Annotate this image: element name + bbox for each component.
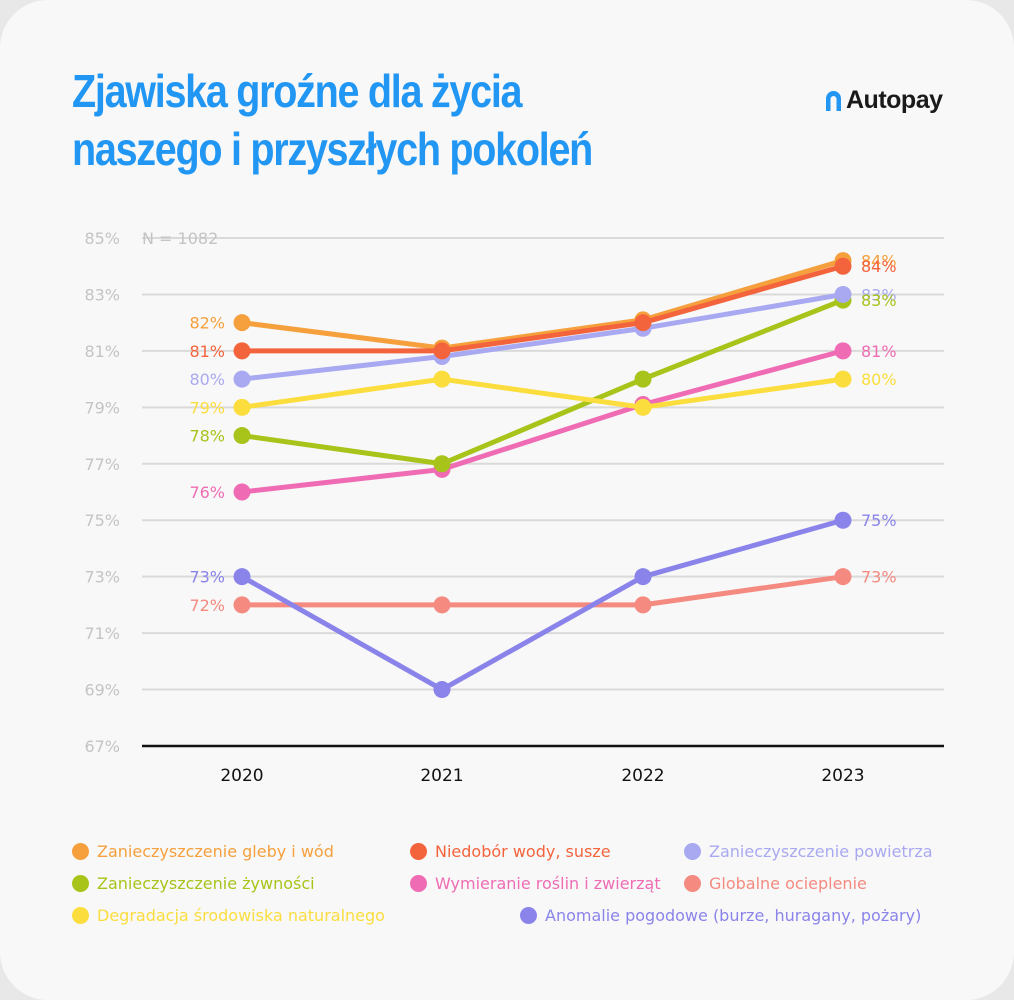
data-point [834,285,852,303]
data-point [233,314,251,332]
chart-legend: Zanieczyszczenie gleby i wód Niedobór wod… [72,842,972,942]
legend-label: Zanieczyszczenie żywności [97,874,315,893]
legend-item: Globalne ocieplenie [684,874,867,893]
legend-label: Anomalie pogodowe (burze, huragany, poża… [545,906,922,925]
start-value-label: 81% [189,342,225,361]
data-point [433,455,451,473]
x-tick-label: 2021 [420,766,463,786]
y-tick-label: 69% [84,681,120,700]
data-point [634,568,652,586]
data-point [634,596,652,614]
data-point [634,370,652,388]
series-line-group [233,568,852,614]
legend-item: Anomalie pogodowe (burze, huragany, poża… [520,906,921,925]
series-line-group [233,257,852,360]
end-value-label: 75% [861,511,897,530]
series-line [239,297,846,467]
y-tick-label: 79% [84,398,120,417]
data-point [834,342,852,360]
legend-swatch [72,907,89,924]
legend-label: Globalne ocieplenie [709,874,867,893]
end-value-label: 73% [861,568,897,587]
y-tick-label: 77% [84,455,120,474]
data-point [233,427,251,445]
series-line-group [233,370,852,416]
legend-label: Zanieczyszczenie powietrza [709,842,933,861]
y-tick-label: 71% [84,624,120,643]
x-tick-label: 2020 [220,766,263,786]
brand-name: Autopay [846,86,943,114]
data-point [433,342,451,360]
legend-label: Zanieczyszczenie gleby i wód [97,842,334,861]
legend-swatch [410,875,427,892]
y-tick-label: 81% [84,342,120,361]
chart-title: Zjawiska groźne dla życia naszego i przy… [72,65,593,175]
start-value-label: 73% [189,568,225,587]
legend-label: Degradacja środowiska naturalnego [97,906,385,925]
end-value-label: 83% [861,285,897,304]
series-line [239,291,846,382]
data-point [233,483,251,501]
series-line [239,574,846,608]
end-value-label: 83% [861,291,897,310]
data-point [834,257,852,275]
legend-item: Niedobór wody, susze [410,842,611,861]
end-value-label: 80% [861,370,897,389]
series-line [239,348,846,495]
data-point [233,342,251,360]
data-point [433,681,451,699]
start-value-label: 80% [189,370,225,389]
data-point [233,596,251,614]
legend-item: Zanieczyszczenie gleby i wód [72,842,334,861]
data-point [433,370,451,388]
end-value-label: 84% [861,257,897,276]
legend-swatch [72,843,89,860]
start-value-label: 82% [189,314,225,333]
series-line-group [233,291,852,473]
legend-swatch [684,843,701,860]
legend-item: Zanieczyszczenie żywności [72,874,315,893]
data-point [834,370,852,388]
data-point [233,370,251,388]
legend-item: Degradacja środowiska naturalnego [72,906,385,925]
start-value-label: 78% [189,427,225,446]
start-value-label: 76% [189,483,225,502]
line-chart: 67% 69% 71% 73% 75% 77% 79% 81% 83% 85% N = 1082 20… [84,229,944,786]
series-line [239,263,846,354]
legend-swatch [72,875,89,892]
sample-size-annotation: N = 1082 [142,229,218,248]
data-point [433,596,451,614]
series-line [239,258,846,351]
end-value-label: 84% [861,252,897,271]
y-tick-label: 67% [84,737,120,756]
series-line [239,517,846,693]
legend-swatch [520,907,537,924]
legend-item: Zanieczyszczenie powietrza [684,842,933,861]
y-tick-label: 75% [84,511,120,530]
start-value-label: 72% [189,596,225,615]
legend-label: Wymieranie roślin i zwierząt [435,874,661,893]
series-line [239,376,846,410]
data-point [233,398,251,416]
data-point [834,511,852,529]
end-value-label: 81% [861,342,897,361]
y-tick-label: 83% [84,285,120,304]
y-tick-label: 73% [84,568,120,587]
x-tick-label: 2023 [821,766,864,786]
data-point [634,398,652,416]
legend-swatch [410,843,427,860]
legend-label: Niedobór wody, susze [435,842,611,861]
x-tick-label: 2022 [621,766,664,786]
data-point [634,314,652,332]
y-tick-label: 85% [84,229,120,248]
brand-logo: Autopay [826,86,943,115]
data-point [834,568,852,586]
legend-swatch [684,875,701,892]
start-value-label: 79% [189,398,225,417]
autopay-logo-icon [826,90,841,111]
legend-item: Wymieranie roślin i zwierząt [410,874,661,893]
series-line-group [233,511,852,699]
data-point [233,568,251,586]
